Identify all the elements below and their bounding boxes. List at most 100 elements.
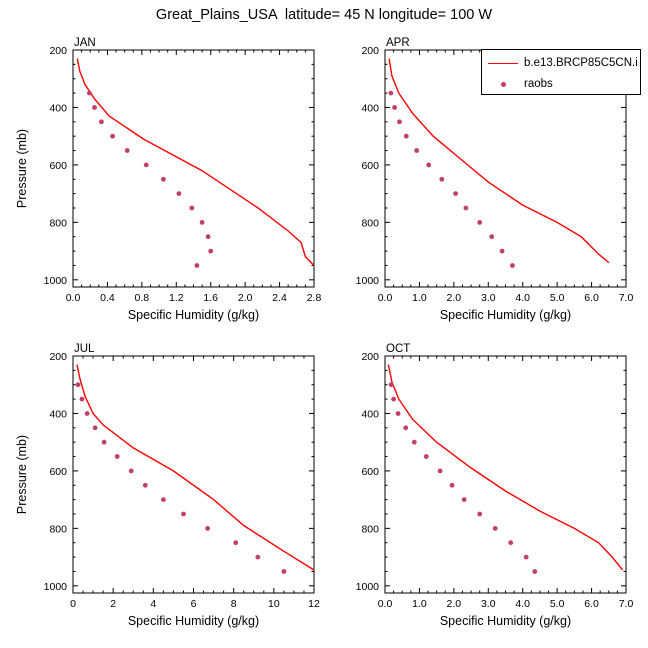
y-tick-label: 1000 [44, 275, 68, 287]
raobs-point [453, 191, 458, 197]
y-tick-label: 800 [49, 523, 67, 535]
raobs-point [205, 234, 211, 240]
raobs-point [75, 382, 81, 388]
y-tick-label: 600 [49, 466, 67, 478]
raobs-point [194, 263, 200, 268]
x-tick-label: 4 [150, 598, 156, 610]
raobs-point [439, 176, 445, 182]
y-tick-label: 400 [49, 408, 67, 420]
raobs-point [532, 569, 538, 574]
raobs-point [403, 425, 409, 431]
x-tick-label: 6.0 [584, 292, 599, 304]
x-tick-label: 3.0 [481, 292, 496, 304]
legend-item-model: b.e13.BRCP85C5CN.i [482, 55, 638, 71]
x-axis-label: Specific Humidity (g/kg) [440, 614, 571, 628]
raobs-point [87, 90, 92, 96]
legend-label-model: b.e13.BRCP85C5CN.i [524, 57, 638, 69]
raobs-point [477, 511, 483, 517]
y-tick-label: 200 [49, 351, 67, 363]
raobs-point [114, 454, 120, 459]
y-axis-label: Pressure (mb) [15, 435, 29, 514]
legend-line-swatch [488, 62, 518, 64]
x-tick-label: 7.0 [619, 292, 634, 304]
y-tick-label: 600 [49, 160, 67, 172]
x-tick-label: 1.0 [412, 292, 427, 304]
raobs-point [99, 119, 104, 125]
raobs-point [437, 468, 443, 474]
x-tick-label: 7.0 [619, 598, 634, 610]
x-tick-label: 2.0 [447, 598, 462, 610]
x-tick-label: 0.0 [378, 292, 393, 304]
plot-frame [72, 49, 315, 288]
raobs-point [199, 220, 205, 225]
y-tick-label: 200 [361, 45, 379, 57]
panel-label: JAN [74, 37, 96, 49]
y-tick-label: 400 [361, 102, 379, 114]
x-axis-label: Specific Humidity (g/kg) [128, 614, 259, 628]
x-tick-label: 2.0 [447, 292, 462, 304]
x-tick-label: 8 [231, 598, 237, 610]
raobs-point [208, 248, 214, 254]
x-axis-label: Specific Humidity (g/kg) [128, 308, 259, 322]
raobs-point [281, 569, 287, 574]
raobs-point [388, 90, 394, 96]
x-tick-label: 1.6 [203, 292, 218, 304]
x-tick-label: 1.0 [412, 598, 427, 610]
x-axis-label: Specific Humidity (g/kg) [440, 308, 571, 322]
raobs-point [124, 148, 130, 153]
x-tick-label: 0.0 [378, 598, 393, 610]
legend: b.e13.BRCP85C5CN.i raobs [481, 49, 641, 95]
y-tick-label: 800 [361, 217, 379, 229]
raobs-point [110, 133, 115, 139]
legend-label-raobs: raobs [524, 78, 553, 90]
y-tick-label: 400 [49, 102, 67, 114]
x-tick-label: 0.4 [100, 292, 115, 304]
y-tick-label: 600 [361, 160, 379, 172]
y-tick-label: 200 [361, 351, 379, 363]
raobs-point [414, 148, 420, 153]
y-tick-label: 200 [49, 45, 67, 57]
raobs-point [142, 482, 148, 488]
raobs-point [128, 468, 134, 474]
x-tick-label: 2.8 [307, 292, 322, 304]
raobs-point [395, 411, 401, 416]
raobs-point [449, 482, 455, 488]
x-tick-label: 3.0 [481, 598, 496, 610]
panel-jul: 0 2 4 6 8 10 12 200 400 600 800 1000 JUL Specific Hum… [15, 343, 320, 628]
raobs-point [92, 105, 97, 110]
raobs-point [176, 191, 182, 197]
y-tick-label: 600 [361, 466, 379, 478]
y-tick-label: 1000 [356, 581, 380, 593]
legend-item-raobs: raobs [482, 76, 553, 92]
raobs-point [489, 234, 495, 240]
panel-jan: 0.0 0.4 0.8 1.2 1.6 2.0 2.4 2.8 200 400 600 800 1000… [15, 37, 321, 322]
y-tick-label: 800 [361, 523, 379, 535]
figure-title: Great_Plains_USA latitude= 45 N longitud… [155, 7, 493, 23]
x-tick-label: 0.0 [66, 292, 81, 304]
raobs-point [426, 162, 432, 168]
y-tick-label: 1000 [44, 581, 68, 593]
x-tick-label: 0 [70, 598, 76, 610]
y-tick-label: 400 [361, 408, 379, 420]
y-tick-label: 800 [49, 217, 67, 229]
raobs-point [161, 497, 166, 502]
raobs-point [233, 540, 239, 546]
model-profile-line [76, 364, 315, 571]
panel-label: JUL [74, 343, 95, 355]
raobs-point [388, 382, 394, 388]
raobs-point [92, 425, 98, 431]
x-tick-label: 5.0 [550, 598, 565, 610]
raobs-point [463, 205, 469, 211]
x-tick-label: 4.0 [515, 292, 530, 304]
x-tick-label: 6.0 [584, 598, 599, 610]
panel-label: APR [386, 37, 410, 49]
x-tick-label: 2.4 [272, 292, 287, 304]
model-profile-line [387, 364, 624, 571]
y-axis-label: Pressure (mb) [15, 129, 29, 208]
plot-frame [384, 355, 627, 594]
raobs-point [161, 176, 166, 182]
raobs-point [79, 396, 85, 402]
raobs-point [205, 526, 211, 531]
raobs-point [392, 105, 397, 110]
